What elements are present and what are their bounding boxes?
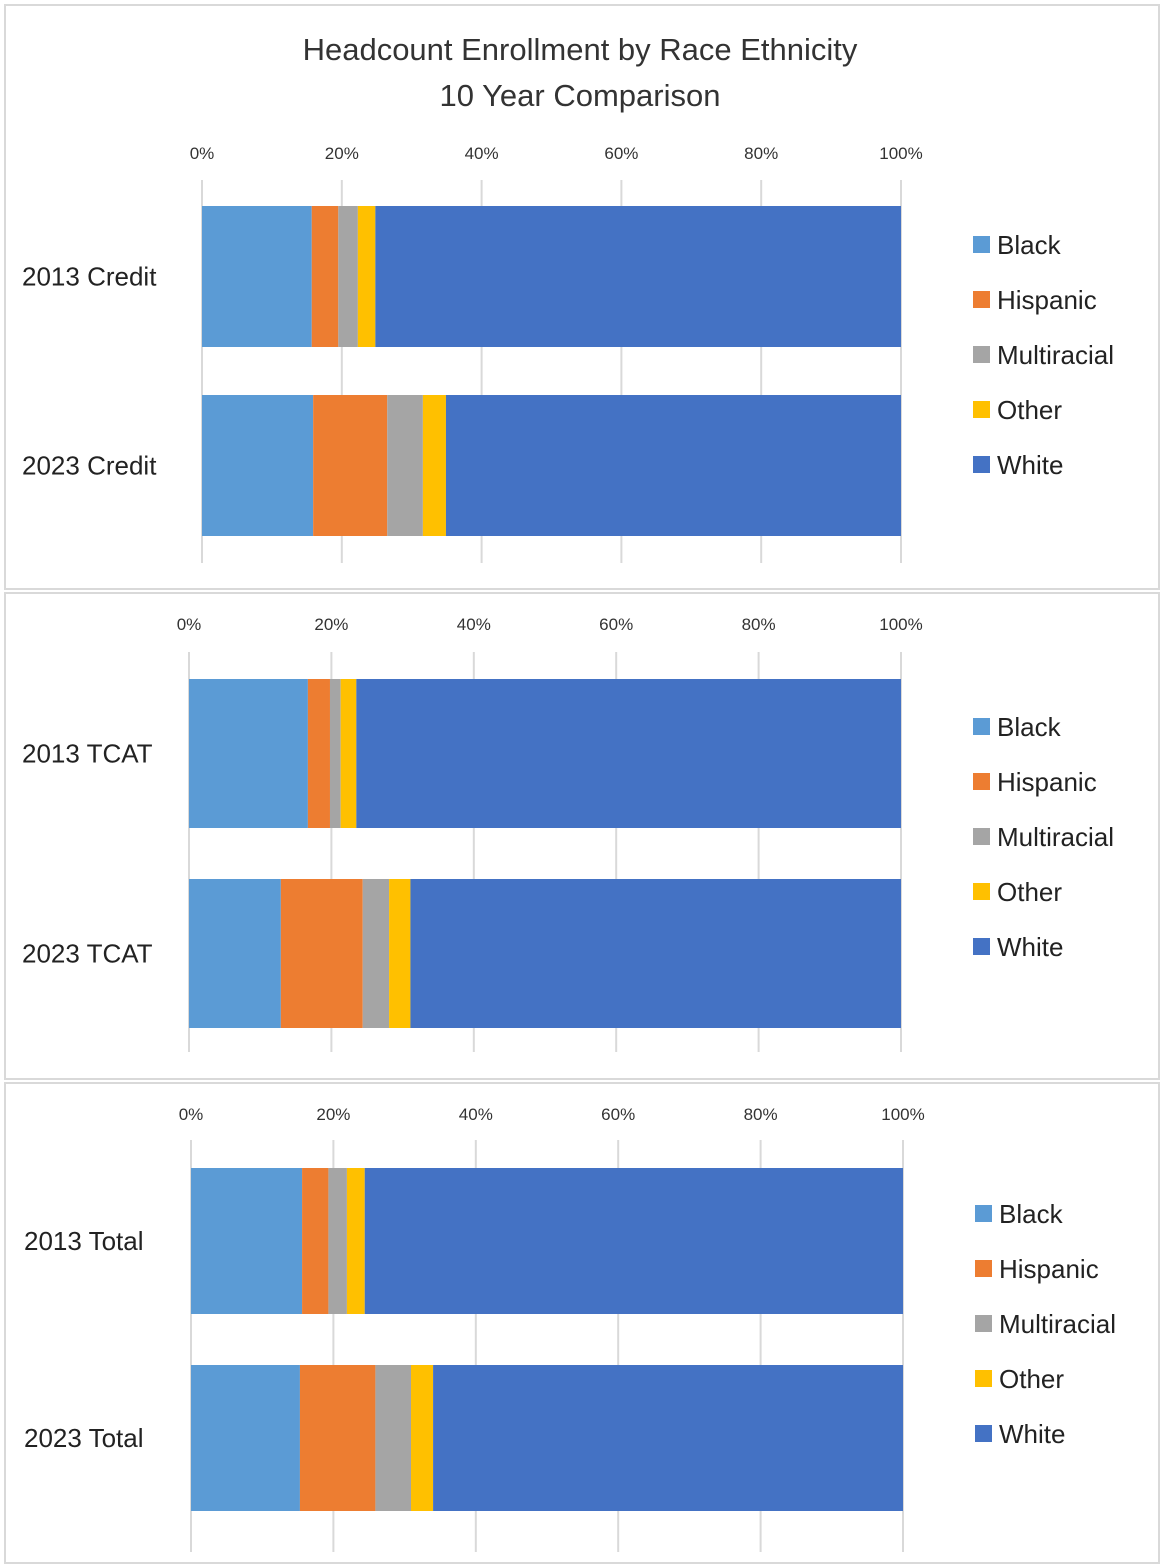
legend-label: Other — [997, 877, 1062, 907]
category-label: 2023 TCAT — [22, 939, 153, 969]
bar-segment-black — [191, 1365, 300, 1511]
bar-segment-white — [410, 879, 901, 1028]
bar-segment-hispanic — [280, 879, 363, 1028]
bar-segment-white — [433, 1365, 903, 1511]
bar-segment-white — [364, 1168, 903, 1314]
category-label: 2013 Credit — [22, 262, 157, 292]
legend-swatch-other — [973, 401, 990, 418]
legend-label: Other — [999, 1364, 1064, 1394]
bar-segment-hispanic — [302, 1168, 329, 1314]
legend-label: Other — [997, 395, 1062, 425]
chart-subtitle: 10 Year Comparison — [439, 78, 721, 113]
bar-segment-black — [189, 879, 281, 1028]
legend-swatch-other — [973, 883, 990, 900]
bar-segment-multiracial — [329, 679, 341, 828]
legend-swatch-black — [975, 1205, 992, 1222]
x-tick-label: 60% — [599, 615, 633, 634]
legend-swatch-white — [973, 456, 990, 473]
x-tick-label: 60% — [601, 1105, 635, 1124]
legend-label: Hispanic — [999, 1254, 1099, 1284]
x-tick-label: 0% — [179, 1105, 204, 1124]
x-tick-label: 100% — [879, 615, 922, 634]
x-tick-label: 20% — [325, 144, 359, 163]
x-tick-label: 100% — [879, 144, 922, 163]
legend-swatch-black — [973, 718, 990, 735]
bar-segment-multiracial — [328, 1168, 347, 1314]
bar-segment-white — [445, 395, 901, 536]
x-tick-label: 40% — [465, 144, 499, 163]
legend-label: White — [997, 450, 1063, 480]
legend-label: Multiracial — [997, 340, 1114, 370]
x-tick-label: 80% — [744, 144, 778, 163]
bar-segment-hispanic — [311, 206, 339, 347]
bar-segment-hispanic — [307, 679, 330, 828]
legend-swatch-hispanic — [973, 773, 990, 790]
legend-swatch-hispanic — [973, 291, 990, 308]
x-tick-label: 0% — [190, 144, 215, 163]
x-tick-label: 0% — [177, 615, 202, 634]
bar-segment-multiracial — [375, 1365, 412, 1511]
x-tick-label: 80% — [742, 615, 776, 634]
legend-label: Hispanic — [997, 285, 1097, 315]
legend-swatch-hispanic — [975, 1260, 992, 1277]
legend-swatch-multiracial — [975, 1315, 992, 1332]
bar-segment-other — [346, 1168, 365, 1314]
legend-label: Hispanic — [997, 767, 1097, 797]
bar-segment-hispanic — [313, 395, 388, 536]
legend-swatch-white — [975, 1425, 992, 1442]
bar-segment-black — [189, 679, 308, 828]
category-label: 2023 Total — [24, 1423, 144, 1453]
bar-segment-black — [202, 395, 314, 536]
chart-title: Headcount Enrollment by Race Ethnicity — [302, 32, 858, 67]
x-tick-label: 60% — [604, 144, 638, 163]
legend-label: Black — [997, 230, 1062, 260]
x-tick-label: 20% — [316, 1105, 350, 1124]
bar-segment-other — [389, 879, 411, 1028]
category-label: 2013 TCAT — [22, 739, 153, 769]
legend-swatch-other — [975, 1370, 992, 1387]
legend-label: Black — [999, 1199, 1064, 1229]
bar-segment-other — [357, 206, 376, 347]
x-tick-label: 100% — [881, 1105, 924, 1124]
bar-segment-other — [411, 1365, 434, 1511]
bar-segment-white — [375, 206, 901, 347]
legend-swatch-white — [973, 938, 990, 955]
legend-label: White — [999, 1419, 1065, 1449]
x-tick-label: 40% — [459, 1105, 493, 1124]
legend-swatch-multiracial — [973, 828, 990, 845]
legend-label: Black — [997, 712, 1062, 742]
bar-segment-black — [202, 206, 312, 347]
legend-label: Multiracial — [997, 822, 1114, 852]
bar-segment-white — [356, 679, 901, 828]
x-tick-label: 80% — [744, 1105, 778, 1124]
category-label: 2013 Total — [24, 1226, 144, 1256]
category-label: 2023 Credit — [22, 451, 157, 481]
bar-segment-multiracial — [338, 206, 358, 347]
bar-segment-black — [191, 1168, 303, 1314]
legend-label: White — [997, 932, 1063, 962]
bar-segment-other — [340, 679, 357, 828]
bar-segment-multiracial — [387, 395, 423, 536]
bar-segment-multiracial — [362, 879, 390, 1028]
legend-swatch-black — [973, 236, 990, 253]
x-tick-label: 20% — [314, 615, 348, 634]
x-tick-label: 40% — [457, 615, 491, 634]
legend-label: Multiracial — [999, 1309, 1116, 1339]
bar-segment-other — [422, 395, 446, 536]
legend-swatch-multiracial — [973, 346, 990, 363]
bar-segment-hispanic — [299, 1365, 376, 1511]
